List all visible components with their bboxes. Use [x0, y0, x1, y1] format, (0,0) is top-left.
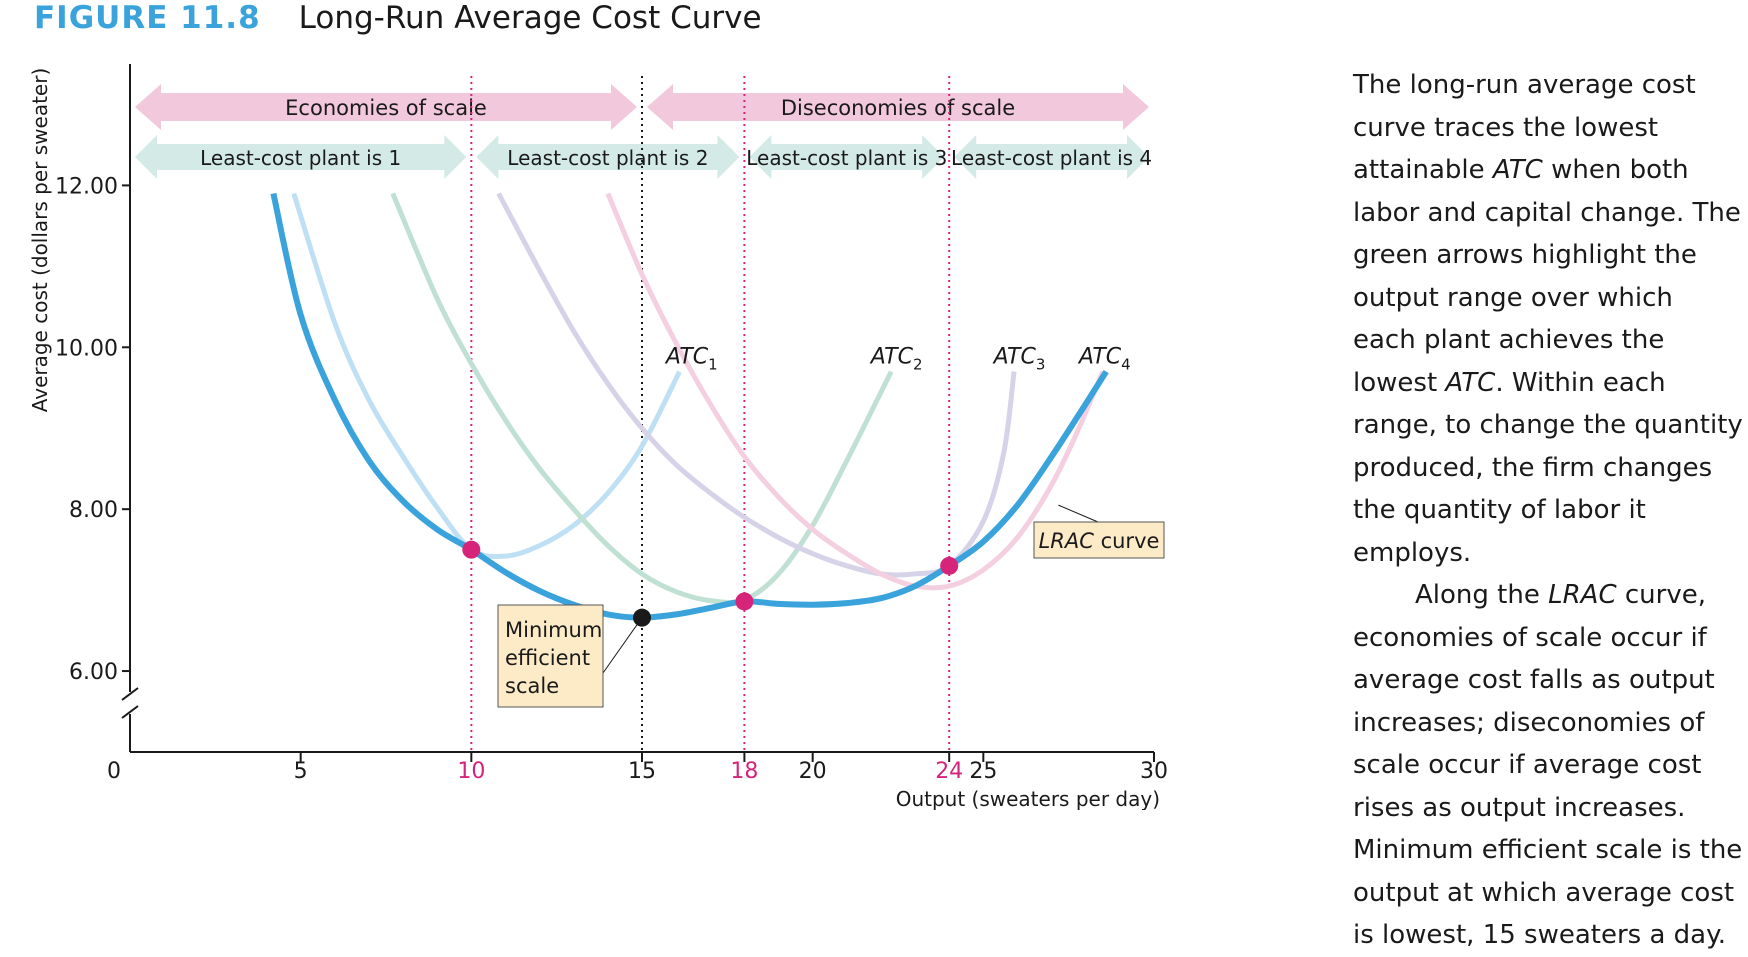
axis-break-mark: [121, 705, 139, 719]
plant-range-label-4: Least-cost plant is 4: [951, 146, 1152, 170]
mes-label-line: efficient: [505, 646, 590, 670]
caption-paragraph-2: Along the LRAC curve, economies of scale…: [1353, 580, 1743, 950]
curve-labels: ATC1 ATC2 ATC3 ATC4: [664, 344, 1131, 373]
atc1-label: ATC1: [664, 344, 718, 373]
scale-range-label-1: Economies of scale: [285, 96, 487, 120]
x-tick-label: 30: [1140, 759, 1168, 784]
figure-header: FIGURE 11.8 Long-Run Average Cost Curve: [34, 0, 762, 44]
plant-range-label-3: Least-cost plant is 3: [746, 146, 947, 170]
atc2-curve: [390, 192, 894, 605]
x-tick-label: 25: [969, 759, 997, 784]
scale-range-arrow-1: [135, 84, 637, 130]
atc3-curve: [496, 192, 1017, 578]
y-tick-label: 10.00: [55, 336, 118, 361]
plant-range-arrow-3: [749, 135, 945, 179]
y-tick-label: 12.00: [55, 174, 118, 199]
scale-range-arrow-2: [647, 84, 1149, 130]
plant-range-arrow-1: [135, 135, 467, 179]
x-tick-label: 15: [628, 759, 656, 784]
y-tick-label: 6.00: [69, 660, 118, 685]
x-tick-label: 10: [457, 759, 485, 784]
mes-leader-line: [602, 617, 643, 674]
y-tick-label: 8.00: [69, 498, 118, 523]
lrac-label-box: [1033, 521, 1165, 559]
atc4-label: ATC4: [1077, 344, 1131, 373]
x-axis-title: Output (sweaters per day): [896, 787, 1160, 810]
lrac-label: LRAC curve: [1039, 529, 1160, 553]
atc1-curve: [291, 192, 682, 560]
y-axis-title: Average cost (dollars per sweater): [28, 68, 52, 413]
key-point-x-10: [462, 540, 481, 559]
axes: 0 5 10 15 18 20 24 25 30 6.00 8.00 10.00 12.00 Output…: [28, 64, 1168, 810]
plant-range-label-2: Least-cost plant is 2: [507, 146, 708, 170]
plant-range-arrow-2: [476, 135, 740, 179]
plant-range-arrow-4: [954, 135, 1149, 179]
lrac-leader-line: [1058, 504, 1099, 523]
atc3-label: ATC3: [992, 344, 1046, 373]
caption-paragraph-1: The long-run average cost curve traces t…: [1353, 70, 1743, 568]
scale-range-label-2: Diseconomies of scale: [781, 96, 1015, 120]
atc4-curve: [605, 192, 1106, 591]
mes-label-line: Minimum: [505, 618, 602, 642]
mes-label-box: [497, 604, 604, 708]
range-arrows: Economies of scale Diseconomies of scale L…: [135, 84, 1152, 179]
atc2-label: ATC2: [869, 344, 923, 373]
figure-number: FIGURE 11.8: [34, 0, 261, 36]
figure-caption: The long-run average cost curve traces t…: [1353, 64, 1743, 957]
x-tick-label: 5: [294, 759, 308, 784]
cost-curves: [270, 192, 1109, 621]
key-point-x-18: [735, 592, 754, 611]
axis-break-mark: [121, 687, 139, 701]
plant-range-label-1: Least-cost plant is 1: [200, 146, 401, 170]
x-tick-label: 24: [935, 759, 963, 784]
mes-label-line: scale: [505, 674, 559, 698]
x-tick-label: 0: [107, 759, 121, 784]
lrac-curve: [270, 192, 1109, 621]
x-tick-label: 20: [799, 759, 827, 784]
key-point-x-24: [940, 556, 959, 575]
figure-title: Long-Run Average Cost Curve: [298, 0, 762, 36]
annotations: Minimum efficient scale LRAC curve: [497, 504, 1165, 708]
x-tick-label: 18: [730, 759, 758, 784]
lrac-chart: Economies of scale Diseconomies of scale L…: [28, 64, 1168, 810]
reference-lines: [470, 76, 951, 752]
